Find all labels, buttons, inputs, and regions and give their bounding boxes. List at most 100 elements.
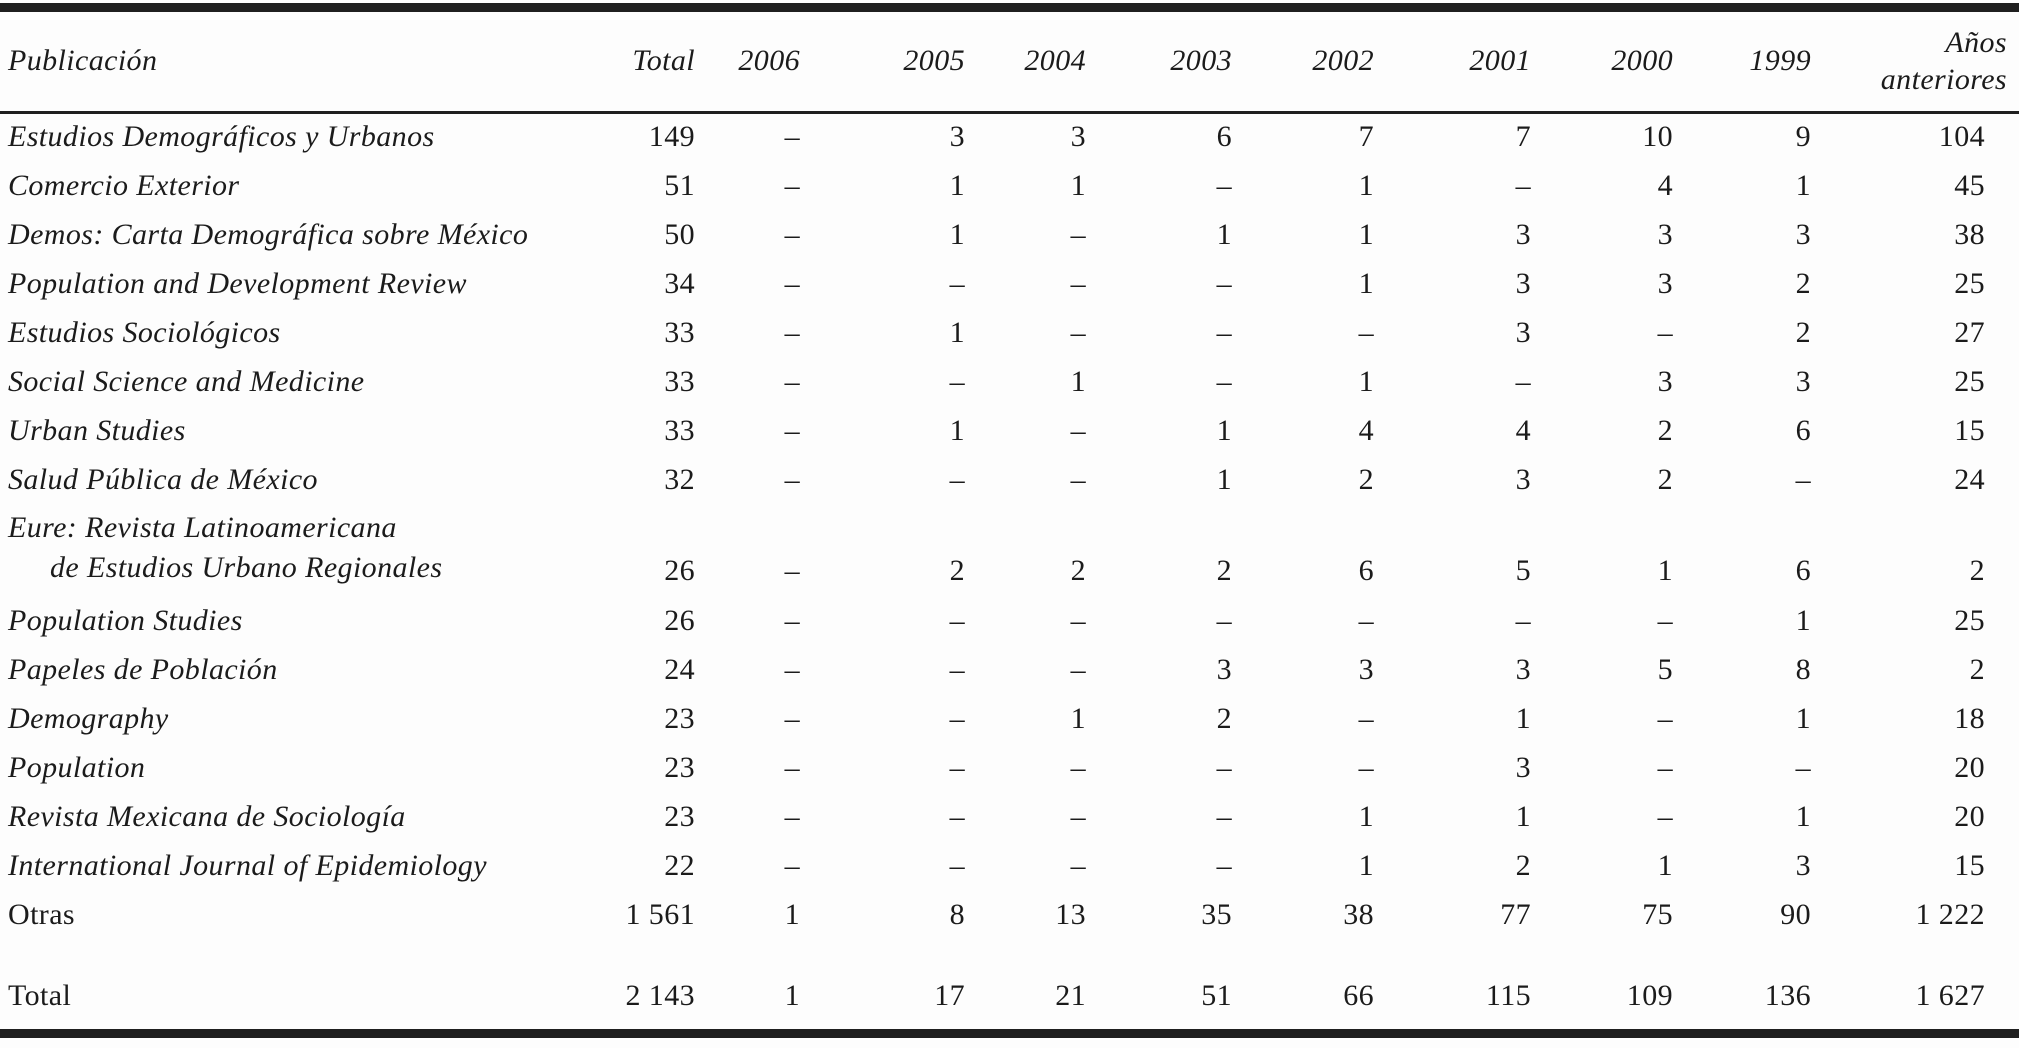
cell-value: 1 bbox=[949, 315, 965, 349]
cell-value: – bbox=[784, 120, 800, 154]
cell-value: 3 bbox=[1515, 652, 1531, 686]
publication-name: Population and Development Review bbox=[8, 266, 467, 300]
cell-value: 4 bbox=[1515, 413, 1531, 447]
cell-value: – bbox=[1216, 603, 1232, 637]
cell-value: 3 bbox=[1795, 364, 1811, 398]
cell-value: 2 bbox=[1969, 554, 1985, 587]
cell-value: – bbox=[1070, 266, 1086, 300]
cell-value: 3 bbox=[1515, 315, 1531, 349]
cell-value: – bbox=[1070, 652, 1086, 686]
top-rule bbox=[0, 3, 2019, 12]
cell-value: 8 bbox=[949, 897, 965, 931]
cell-value: 1 bbox=[1657, 848, 1673, 882]
cell-value: 149 bbox=[648, 120, 695, 154]
cell-value: – bbox=[784, 168, 800, 202]
cell-value: – bbox=[949, 462, 965, 496]
cell-value: 104 bbox=[1938, 120, 1985, 154]
cell-value: 3 bbox=[1515, 750, 1531, 784]
cell-value: 1 bbox=[1795, 603, 1811, 637]
cell-value: 3 bbox=[1515, 462, 1531, 496]
cell-value: 1 bbox=[949, 217, 965, 251]
cell-value: 1 bbox=[1216, 462, 1232, 496]
cell-value: – bbox=[784, 217, 800, 251]
cell-value: 33 bbox=[664, 413, 695, 447]
cell-value: – bbox=[1070, 799, 1086, 833]
cell-value: 7 bbox=[1515, 120, 1531, 154]
cell-value: – bbox=[1070, 848, 1086, 882]
publication-name: Demography bbox=[8, 701, 169, 735]
cell-value: – bbox=[1515, 364, 1531, 398]
cell-value: 23 bbox=[664, 750, 695, 784]
table-row: Population Studies 26 – – – – – – – 1 25 bbox=[0, 596, 2019, 645]
cell-value: 7 bbox=[1358, 120, 1374, 154]
cell-value: 33 bbox=[664, 315, 695, 349]
cell-value: 2 143 bbox=[625, 979, 695, 1012]
cell-value: – bbox=[1216, 799, 1232, 833]
cell-value: 2 bbox=[1216, 554, 1232, 587]
cell-value: 1 222 bbox=[1915, 897, 1985, 931]
cell-value: 2 bbox=[1795, 266, 1811, 300]
total-row: Total 2 143 1 17 21 51 66 115 109 136 1 627 bbox=[0, 939, 2019, 1029]
cell-value: 2 bbox=[1657, 413, 1673, 447]
table-row: Revista Mexicana de Sociología 23 – – – – 1 1 – 1… bbox=[0, 792, 2019, 841]
cell-value: 51 bbox=[664, 168, 695, 202]
col-header-2001: 2001 bbox=[1469, 44, 1531, 78]
cell-value: 5 bbox=[1657, 652, 1673, 686]
cell-value: 3 bbox=[1515, 266, 1531, 300]
cell-value: 1 bbox=[1070, 168, 1086, 202]
cell-value: 3 bbox=[1070, 120, 1086, 154]
cell-value: 45 bbox=[1954, 168, 1985, 202]
cell-value: 1 bbox=[1216, 217, 1232, 251]
cell-value: 1 bbox=[1515, 799, 1531, 833]
cell-value: 25 bbox=[1954, 364, 1985, 398]
cell-value: – bbox=[784, 364, 800, 398]
cell-value: 3 bbox=[949, 120, 965, 154]
cell-value: – bbox=[1070, 750, 1086, 784]
cell-value: 2 bbox=[1216, 701, 1232, 735]
cell-value: – bbox=[784, 701, 800, 735]
cell-value: 6 bbox=[1795, 413, 1811, 447]
publication-name: International Journal of Epidemiology bbox=[8, 848, 487, 882]
cell-value: – bbox=[1216, 364, 1232, 398]
col-header-publicacion: Publicación bbox=[8, 44, 158, 78]
cell-value: 15 bbox=[1954, 848, 1985, 882]
cell-value: 17 bbox=[934, 979, 965, 1012]
cell-value: 32 bbox=[664, 462, 695, 496]
bottom-rule bbox=[0, 1029, 2019, 1038]
cell-value: – bbox=[784, 554, 800, 587]
publication-name-line1: Eure: Revista Latinoamericana bbox=[8, 511, 397, 545]
cell-value: 1 627 bbox=[1915, 979, 1985, 1012]
table-row: Population and Development Review 34 – – – – 1… bbox=[0, 259, 2019, 308]
cell-value: 20 bbox=[1954, 750, 1985, 784]
cell-value: 2 bbox=[1515, 848, 1531, 882]
cell-value: 33 bbox=[664, 364, 695, 398]
cell-value: 1 bbox=[784, 897, 800, 931]
cell-value: – bbox=[1795, 462, 1811, 496]
cell-value: 1 bbox=[949, 413, 965, 447]
cell-value: 35 bbox=[1201, 897, 1232, 931]
cell-value: – bbox=[949, 603, 965, 637]
cell-value: 22 bbox=[664, 848, 695, 882]
publication-name: Social Science and Medicine bbox=[8, 364, 365, 398]
publication-name: Estudios Sociológicos bbox=[8, 315, 281, 349]
cell-value: – bbox=[1216, 168, 1232, 202]
publication-name: Papeles de Población bbox=[8, 652, 278, 686]
header-row: Publicación Total 2006 2005 2004 2003 20… bbox=[0, 12, 2019, 112]
cell-value: 4 bbox=[1358, 413, 1374, 447]
cell-value: – bbox=[949, 848, 965, 882]
cell-value: 10 bbox=[1642, 120, 1673, 154]
cell-value: 38 bbox=[1954, 217, 1985, 251]
cell-value: 24 bbox=[664, 652, 695, 686]
cell-value: 24 bbox=[1954, 462, 1985, 496]
cell-value: 1 bbox=[1358, 266, 1374, 300]
publication-name: Eure: Revista Latinoamericana de Estudios… bbox=[0, 504, 575, 596]
publication-name: Salud Pública de México bbox=[8, 462, 318, 496]
cell-value: – bbox=[1358, 750, 1374, 784]
cell-value: 4 bbox=[1657, 168, 1673, 202]
cell-value: 8 bbox=[1795, 652, 1811, 686]
cell-value: 1 bbox=[1515, 701, 1531, 735]
table-row: Salud Pública de México 32– – –1 2 3 2–24 bbox=[0, 455, 2019, 504]
cell-value: – bbox=[1515, 603, 1531, 637]
cell-value: – bbox=[784, 750, 800, 784]
cell-value: 1 bbox=[1358, 364, 1374, 398]
